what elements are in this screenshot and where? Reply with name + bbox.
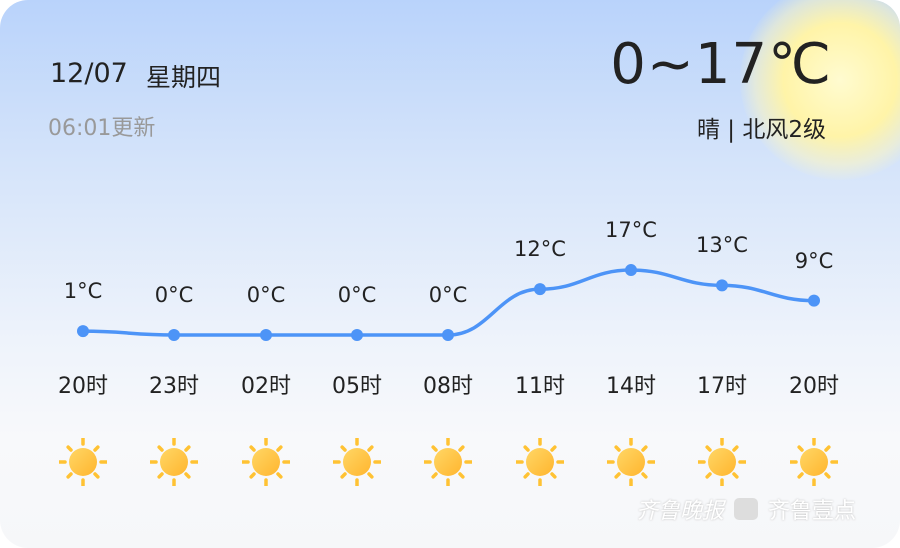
temperature-label: 12°C — [514, 237, 566, 262]
sun-icon — [514, 436, 566, 488]
hour-label: 05时 — [332, 374, 382, 399]
watermark: 齐鲁晚报 齐鲁壹点 — [636, 494, 856, 524]
hour-label: 20时 — [58, 374, 108, 399]
temperature-point — [442, 329, 454, 341]
watermark-brand-1: 齐鲁晚报 — [636, 499, 725, 524]
temperature-label: 9°C — [794, 248, 834, 273]
sun-icon — [605, 436, 657, 488]
sun-icon — [148, 436, 200, 488]
sun-icon — [788, 436, 840, 488]
temperature-point — [168, 329, 180, 341]
hour-label: 08时 — [423, 374, 473, 399]
sun-icon — [331, 436, 383, 488]
hour-label: 14时 — [606, 374, 656, 399]
sun-icon — [422, 436, 474, 488]
hour-label: 23时 — [149, 374, 199, 399]
temperature-label: 13°C — [696, 233, 748, 258]
watermark-logo-icon — [734, 498, 759, 520]
temperature-label: 17°C — [605, 218, 657, 243]
hour-label: 11时 — [515, 374, 565, 399]
temperature-point — [260, 329, 272, 341]
sun-icon — [696, 436, 748, 488]
temperature-label: 0°C — [246, 283, 286, 307]
weather-condition: 晴 | 北风2级 — [696, 117, 826, 143]
temperature-line — [82, 268, 815, 337]
temperature-label: 0°C — [337, 283, 377, 307]
watermark-brand-2: 齐鲁壹点 — [768, 499, 857, 524]
update-time: 06:01更新 — [48, 116, 156, 141]
hour-label: 17时 — [697, 374, 747, 399]
hour-label: 20时 — [789, 374, 839, 399]
temperature-range: 0~17℃ — [610, 32, 832, 97]
sun-icon — [240, 436, 292, 488]
temperature-point — [625, 264, 637, 277]
temperature-label: 1°C — [63, 279, 103, 304]
temperature-point — [716, 279, 728, 292]
temperature-point — [534, 283, 546, 296]
temperature-point — [808, 294, 820, 307]
temperature-point — [351, 329, 363, 341]
date: 12/07 — [50, 58, 128, 89]
temperature-label: 0°C — [428, 283, 468, 307]
temperature-point — [77, 325, 89, 338]
temperature-label: 0°C — [154, 283, 194, 307]
hour-label: 02时 — [241, 374, 291, 399]
sun-icon — [57, 436, 109, 488]
weekday: 星期四 — [146, 63, 222, 92]
